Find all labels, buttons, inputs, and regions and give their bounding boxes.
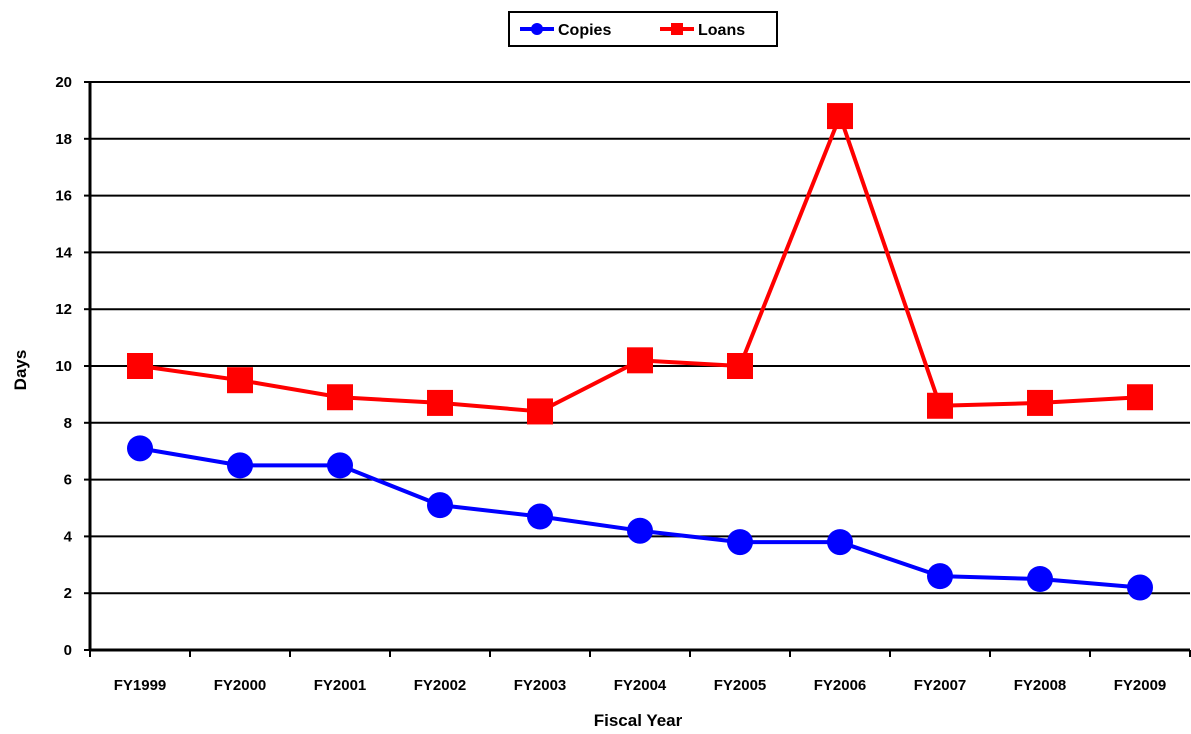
x-tick-label: FY2000 bbox=[214, 677, 267, 694]
legend-loans-label: Loans bbox=[698, 22, 745, 39]
gridlines bbox=[90, 81, 1190, 595]
x-tick-label: FY2008 bbox=[1014, 677, 1067, 694]
x-tick-label: FY2007 bbox=[914, 677, 967, 694]
loans-point bbox=[227, 367, 253, 394]
copies-point bbox=[1127, 574, 1153, 601]
copies-point bbox=[327, 452, 353, 479]
y-tick-labels: 0 2 4 6 8 10 12 14 16 18 20 bbox=[55, 74, 72, 659]
y-tick-label: 18 bbox=[55, 131, 72, 148]
loans-point bbox=[927, 392, 953, 419]
copies-point bbox=[527, 503, 553, 530]
copies-point bbox=[427, 492, 453, 519]
loans-point bbox=[327, 384, 353, 411]
loans-point bbox=[427, 389, 453, 416]
y-tick-label: 2 bbox=[64, 585, 72, 602]
copies-point bbox=[927, 563, 953, 590]
copies-point bbox=[727, 529, 753, 556]
y-tick-label: 0 bbox=[64, 642, 72, 659]
axes bbox=[84, 81, 1191, 657]
x-tick-label: FY2005 bbox=[714, 677, 767, 694]
loans-point bbox=[827, 103, 853, 130]
x-tick-label: FY2001 bbox=[314, 677, 367, 694]
x-tick-label: FY2009 bbox=[1114, 677, 1167, 694]
copies-point bbox=[227, 452, 253, 479]
loans-point bbox=[127, 353, 153, 379]
y-tick-label: 10 bbox=[55, 358, 72, 375]
copies-point bbox=[827, 529, 853, 556]
copies-point bbox=[1027, 566, 1053, 592]
legend-copies-label: Copies bbox=[558, 22, 611, 39]
y-tick-label: 16 bbox=[55, 188, 72, 205]
y-tick-label: 14 bbox=[55, 244, 72, 261]
loans-point bbox=[627, 347, 653, 374]
x-tick-label: FY2002 bbox=[414, 677, 467, 694]
y-tick-label: 6 bbox=[64, 472, 72, 489]
y-tick-label: 12 bbox=[55, 301, 72, 318]
y-tick-label: 20 bbox=[55, 74, 72, 91]
legend: Copies Loans bbox=[508, 11, 778, 47]
series-layer bbox=[127, 103, 1153, 601]
loans-point bbox=[1027, 389, 1053, 416]
y-axis-title: Days bbox=[11, 350, 30, 391]
y-tick-label: 8 bbox=[64, 415, 72, 432]
copies-point bbox=[627, 517, 653, 544]
copies-point bbox=[127, 435, 153, 462]
legend-copies-marker bbox=[531, 23, 543, 35]
x-tick-label: FY1999 bbox=[114, 677, 167, 694]
x-tick-label: FY2006 bbox=[814, 677, 867, 694]
x-tick-labels: FY1999 FY2000 FY2001 FY2002 FY2003 FY2004 FY20… bbox=[114, 677, 1167, 694]
x-tick-label: FY2004 bbox=[614, 677, 667, 694]
x-tick-label: FY2003 bbox=[514, 677, 567, 694]
legend-loans-marker bbox=[671, 23, 683, 35]
y-tick-label: 4 bbox=[64, 528, 73, 545]
x-axis-title: Fiscal Year bbox=[594, 711, 683, 730]
loans-point bbox=[727, 353, 753, 379]
loans-point bbox=[1127, 384, 1153, 411]
loans-point bbox=[527, 398, 553, 425]
